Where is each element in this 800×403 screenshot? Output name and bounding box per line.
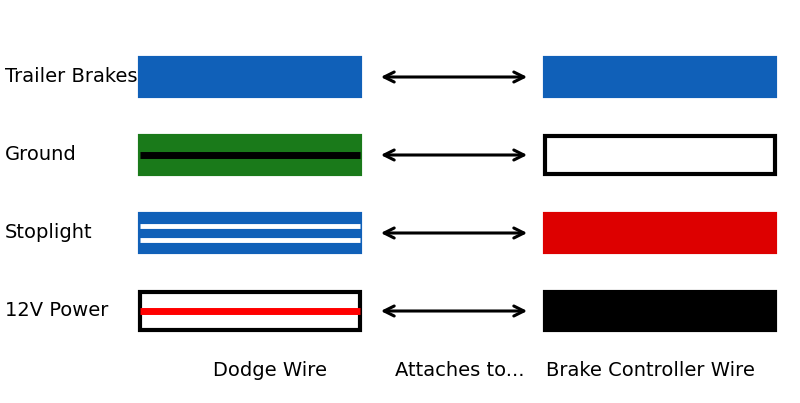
Bar xyxy=(140,214,360,252)
Bar xyxy=(545,58,775,96)
Text: Brake Controller Wire: Brake Controller Wire xyxy=(546,361,754,380)
Text: Dodge Wire: Dodge Wire xyxy=(213,361,327,380)
Text: Ground: Ground xyxy=(5,145,77,164)
Text: Stoplight: Stoplight xyxy=(5,222,93,241)
Bar xyxy=(140,292,360,330)
Text: Attaches to...: Attaches to... xyxy=(395,361,525,380)
Bar xyxy=(140,136,360,174)
Bar xyxy=(545,136,775,174)
Bar xyxy=(140,58,360,96)
Bar xyxy=(545,214,775,252)
Bar xyxy=(545,292,775,330)
Text: Trailer Brakes: Trailer Brakes xyxy=(5,66,138,85)
Text: 12V Power: 12V Power xyxy=(5,301,108,320)
